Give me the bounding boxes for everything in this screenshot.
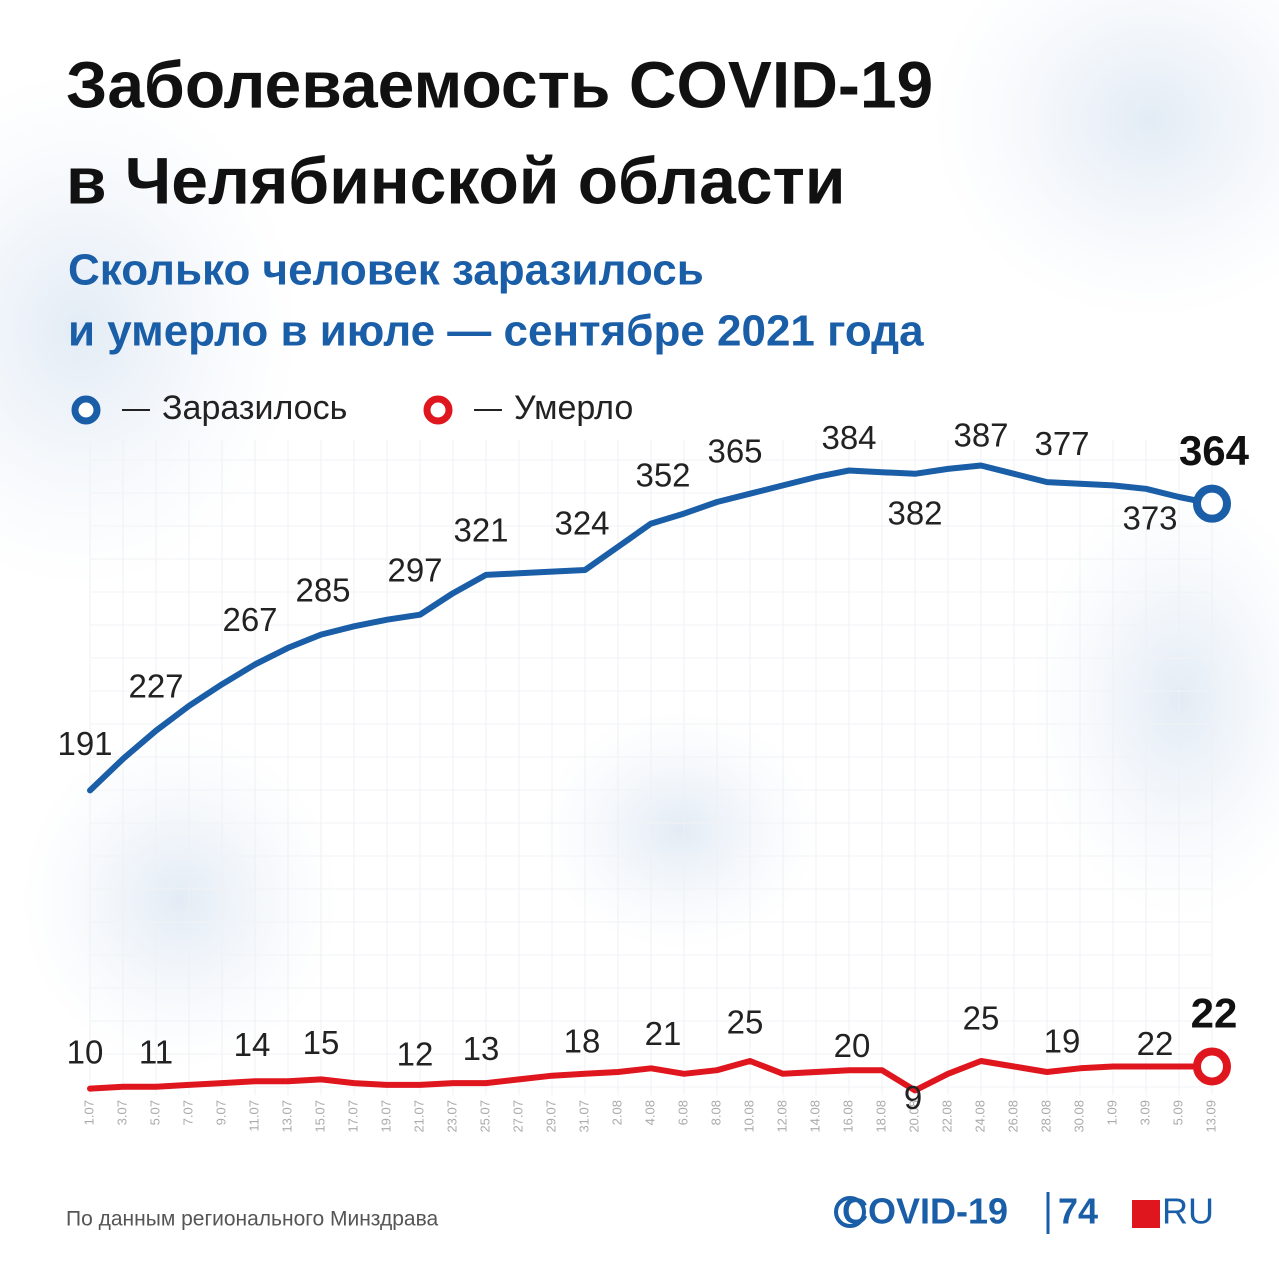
data-label: 12 (397, 1036, 434, 1073)
source: По данным регионального Минздрава (66, 1208, 439, 1231)
logo-square (1132, 1200, 1160, 1228)
data-label: 21 (645, 1015, 682, 1052)
x-tick-label: 11.07 (246, 1100, 261, 1132)
legend-label: Умерло (514, 389, 633, 427)
x-tick-label: 12.08 (774, 1100, 789, 1133)
data-label: 377 (1034, 425, 1089, 462)
end-marker (1193, 1047, 1231, 1086)
grid (89, 440, 1213, 1095)
data-label: 382 (887, 495, 942, 532)
x-tick-label: 5.09 (1170, 1100, 1185, 1125)
x-tick-label: 26.08 (1005, 1100, 1020, 1133)
x-tick-label: 19.07 (378, 1100, 393, 1133)
x-tick-label: 5.07 (147, 1100, 162, 1125)
x-tick-label: 8.08 (708, 1100, 723, 1125)
x-tick-label: 1.07 (81, 1100, 96, 1125)
legend: Заразилось Умерло (71, 389, 633, 427)
x-tick-label: 16.08 (840, 1100, 855, 1133)
data-label: 365 (707, 433, 762, 470)
data-label: 10 (67, 1033, 104, 1070)
data-label: 384 (821, 419, 876, 456)
x-tick-label: 6.08 (675, 1100, 690, 1125)
x-tick-label: 21.07 (411, 1100, 426, 1133)
data-label: 267 (222, 601, 277, 638)
data-label: 13 (463, 1030, 500, 1067)
x-tick-label: 1.09 (1104, 1100, 1119, 1125)
legend-label: Заразилось (162, 389, 347, 427)
data-label: 324 (554, 505, 609, 542)
x-tick-label: 17.07 (345, 1100, 360, 1133)
x-tick-label: 31.07 (576, 1100, 591, 1133)
x-tick-label: 13.07 (279, 1100, 294, 1133)
x-tick-label: 3.09 (1137, 1100, 1152, 1125)
x-tick-label: 9.07 (213, 1100, 228, 1125)
chart-subtitle: Сколько человек заразилось (68, 246, 704, 295)
logo-text: RU (1162, 1191, 1214, 1232)
legend-marker (423, 395, 453, 425)
logo: COVID-19 74 RU (834, 1191, 1214, 1234)
chart-title: в Челябинской области (66, 143, 845, 217)
x-tick-label: 29.07 (543, 1100, 558, 1133)
chart-subtitle: и умерло в июле — сентябре 2021 года (68, 307, 924, 356)
x-tick-label: 23.07 (444, 1100, 459, 1133)
x-tick-label: 2.08 (609, 1100, 624, 1125)
x-tick-label: 28.08 (1038, 1100, 1053, 1133)
data-label: 25 (727, 1004, 764, 1041)
x-tick-label: 15.07 (312, 1100, 327, 1133)
data-label: 191 (57, 725, 112, 762)
data-label-end: 22 (1191, 990, 1238, 1037)
line (87, 462, 1215, 794)
logo-icon (834, 1196, 866, 1228)
data-label: 14 (234, 1026, 271, 1063)
data-label: 11 (139, 1033, 173, 1070)
end-marker (1193, 484, 1231, 523)
line (87, 1058, 1215, 1094)
data-label: 15 (303, 1024, 340, 1061)
x-tick-label: 3.07 (114, 1100, 129, 1125)
x-tick-label: 18.08 (873, 1100, 888, 1133)
data-label: 22 (1137, 1025, 1174, 1062)
x-tick-label: 25.07 (477, 1100, 492, 1133)
x-tick-label: 22.08 (939, 1100, 954, 1133)
legend-marker (71, 395, 101, 425)
data-label: 373 (1122, 499, 1177, 536)
logo-text: COVID-19 (842, 1191, 1008, 1232)
logo-text: 74 (1058, 1191, 1098, 1232)
x-tick-label: 10.08 (741, 1100, 756, 1133)
data-label: 387 (953, 416, 1008, 453)
data-label: 25 (963, 1000, 1000, 1037)
x-tick-label: 14.08 (807, 1100, 822, 1133)
data-label: 227 (128, 667, 183, 704)
x-tick-label: 13.09 (1203, 1100, 1218, 1133)
x-tick-label: 20.08 (906, 1100, 921, 1133)
x-tick-label: 30.08 (1071, 1100, 1086, 1133)
data-label-end: 364 (1179, 427, 1250, 474)
chart-title: Заболеваемость COVID-19 (66, 47, 933, 121)
x-tick-label: 27.07 (510, 1100, 525, 1133)
data-label: 285 (295, 571, 350, 608)
data-label: 321 (453, 512, 508, 549)
x-tick-label: 4.08 (642, 1100, 657, 1125)
data-label: 352 (635, 456, 690, 493)
data-label: 18 (564, 1023, 601, 1060)
data-label: 20 (834, 1027, 871, 1064)
data-label: 9 (904, 1079, 922, 1116)
x-tick-label: 24.08 (972, 1100, 987, 1133)
data-label: 19 (1044, 1023, 1081, 1060)
data-label: 297 (387, 551, 442, 588)
x-tick-label: 7.07 (180, 1100, 195, 1125)
